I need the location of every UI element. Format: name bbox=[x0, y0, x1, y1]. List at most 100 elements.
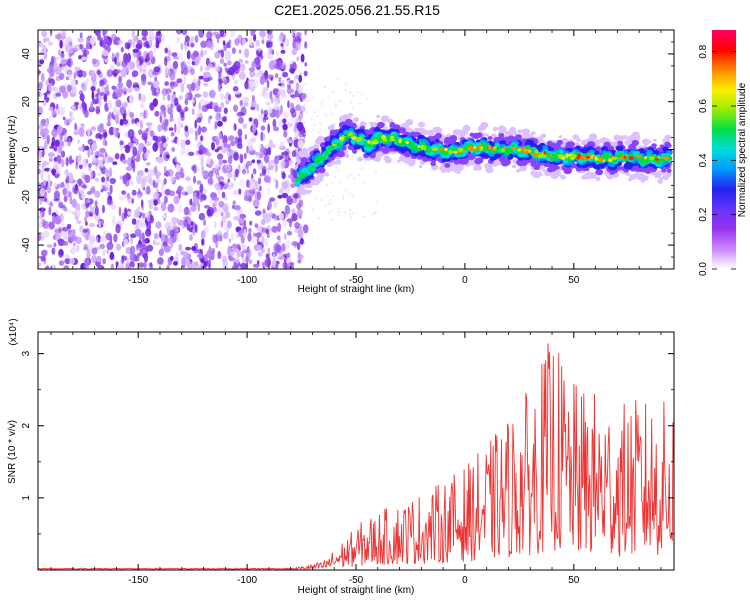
noise-point bbox=[265, 101, 271, 106]
ridge-point bbox=[516, 160, 521, 164]
noise-point bbox=[178, 190, 181, 200]
ridge-point bbox=[444, 136, 452, 143]
noise-point bbox=[320, 128, 323, 131]
ridge-point bbox=[561, 137, 568, 144]
noise-point bbox=[193, 175, 196, 184]
noise-point bbox=[322, 99, 325, 102]
noise-point bbox=[196, 117, 202, 123]
noise-point bbox=[187, 60, 191, 66]
noise-point bbox=[303, 132, 306, 136]
noise-point bbox=[190, 36, 194, 42]
noise-point bbox=[227, 60, 232, 66]
noise-point bbox=[38, 233, 42, 242]
noise-point bbox=[356, 91, 359, 94]
noise-point bbox=[202, 188, 208, 194]
noise-point bbox=[297, 121, 304, 132]
ridge-point bbox=[441, 157, 447, 163]
noise-point bbox=[84, 145, 90, 151]
noise-point bbox=[96, 88, 101, 94]
noise-point bbox=[54, 235, 59, 241]
noise-point bbox=[38, 81, 43, 90]
noise-point bbox=[48, 106, 54, 112]
noise-point bbox=[157, 140, 162, 149]
noise-point bbox=[342, 197, 345, 200]
noise-point bbox=[57, 238, 65, 247]
noise-point bbox=[289, 118, 292, 121]
noise-point bbox=[132, 136, 137, 143]
noise-point bbox=[232, 247, 238, 253]
noise-point bbox=[161, 214, 166, 219]
noise-point bbox=[344, 88, 347, 91]
noise-point bbox=[106, 176, 110, 182]
ridge-point bbox=[613, 134, 621, 141]
noise-point bbox=[350, 216, 353, 219]
noise-point bbox=[190, 220, 194, 227]
noise-point bbox=[326, 183, 329, 186]
noise-point bbox=[148, 202, 153, 210]
noise-point bbox=[123, 238, 129, 247]
noise-point bbox=[146, 211, 151, 222]
noise-point bbox=[192, 228, 196, 236]
noise-point bbox=[266, 247, 270, 253]
noise-point bbox=[75, 209, 81, 217]
noise-point bbox=[160, 201, 167, 212]
noise-point bbox=[208, 170, 214, 178]
noise-point bbox=[147, 169, 155, 177]
noise-point bbox=[180, 250, 186, 256]
noise-point bbox=[208, 89, 216, 99]
noise-point bbox=[38, 221, 43, 229]
noise-point bbox=[300, 53, 305, 63]
ridge-point bbox=[453, 159, 460, 165]
noise-point bbox=[255, 39, 260, 47]
noise-point bbox=[228, 154, 233, 165]
ridge-point bbox=[514, 134, 522, 141]
noise-point bbox=[108, 126, 115, 136]
noise-point bbox=[91, 90, 95, 101]
noise-point bbox=[48, 76, 52, 83]
noise-point bbox=[131, 118, 135, 125]
noise-point bbox=[320, 198, 323, 202]
noise-point bbox=[94, 177, 99, 182]
noise-point bbox=[231, 265, 238, 269]
noise-point bbox=[260, 218, 266, 226]
noise-point bbox=[174, 123, 177, 133]
noise-point bbox=[221, 191, 226, 199]
ridge-point bbox=[647, 140, 652, 144]
noise-point bbox=[274, 88, 281, 99]
ridge-point bbox=[468, 160, 476, 166]
noise-point bbox=[240, 250, 245, 259]
noise-point bbox=[278, 212, 285, 221]
noise-point bbox=[205, 103, 213, 109]
noise-point bbox=[180, 42, 184, 51]
noise-point bbox=[67, 70, 73, 81]
noise-point bbox=[104, 180, 110, 191]
noise-point bbox=[70, 231, 75, 236]
noise-point bbox=[199, 183, 204, 193]
ridge-point bbox=[484, 133, 489, 137]
noise-point bbox=[171, 216, 178, 225]
noise-point bbox=[280, 43, 284, 47]
noise-point bbox=[268, 47, 273, 55]
noise-point bbox=[199, 98, 205, 106]
noise-point bbox=[154, 110, 160, 117]
noise-point bbox=[284, 239, 291, 250]
noise-point bbox=[130, 245, 136, 255]
noise-point bbox=[115, 243, 122, 251]
noise-point bbox=[337, 214, 340, 217]
noise-point bbox=[164, 188, 172, 196]
noise-point bbox=[282, 71, 289, 78]
noise-point bbox=[286, 262, 294, 269]
ridge-point bbox=[517, 129, 523, 134]
noise-point bbox=[290, 167, 294, 176]
noise-point bbox=[249, 220, 253, 226]
ridge-point bbox=[546, 172, 551, 176]
noise-point bbox=[306, 112, 309, 115]
noise-point bbox=[262, 91, 270, 99]
noise-point bbox=[180, 69, 185, 75]
noise-point bbox=[281, 243, 286, 252]
noise-point bbox=[320, 105, 323, 108]
noise-point bbox=[228, 93, 232, 102]
noise-point bbox=[266, 80, 270, 89]
noise-point bbox=[104, 140, 108, 146]
noise-point bbox=[283, 130, 288, 138]
